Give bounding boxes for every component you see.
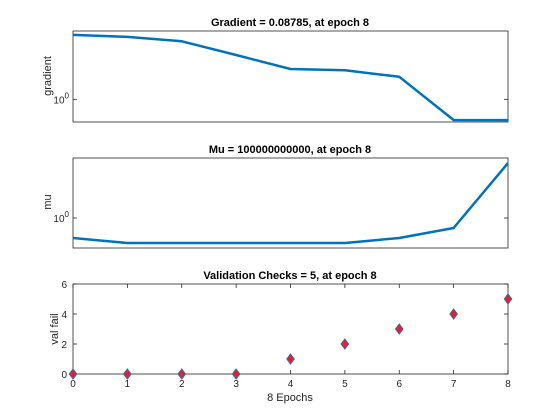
val-fail-ytick-label: 6 [61,280,67,291]
val-fail-xtick-label: 0 [70,379,76,390]
val-fail-xtick-label: 7 [451,379,457,390]
val-fail-ylabel: val fail [49,313,61,344]
val-fail-xtick-label: 1 [125,379,131,390]
val-fail-ytick-label: 2 [61,340,67,351]
val-fail-xlabel: 8 Epochs [267,392,313,404]
val-fail-title: Validation Checks = 5, at epoch 8 [203,270,376,282]
gradient-ylabel: gradient [42,56,54,96]
gradient-axes-box [73,31,508,122]
gradient-panel: Gradient = 0.08785, at epoch 8 gradient … [42,17,508,122]
val-fail-xtick-label: 8 [505,379,511,390]
val-fail-ytick-label: 4 [61,310,67,321]
val-fail-xtick-label: 4 [288,379,294,390]
mu-panel: Mu = 100000000000, at epoch 8 mu 100 [42,144,508,248]
mu-axes-box [73,158,508,248]
val-fail-xtick-label: 3 [233,379,239,390]
mu-title: Mu = 100000000000, at epoch 8 [209,144,371,156]
val-fail-xtick-label: 5 [342,379,348,390]
gradient-title: Gradient = 0.08785, at epoch 8 [211,17,369,29]
val-fail-ytick-label: 0 [61,370,67,381]
val-fail-xtick-label: 6 [396,379,402,390]
val-fail-xtick-label: 2 [179,379,185,390]
mu-ylabel: mu [42,194,54,209]
